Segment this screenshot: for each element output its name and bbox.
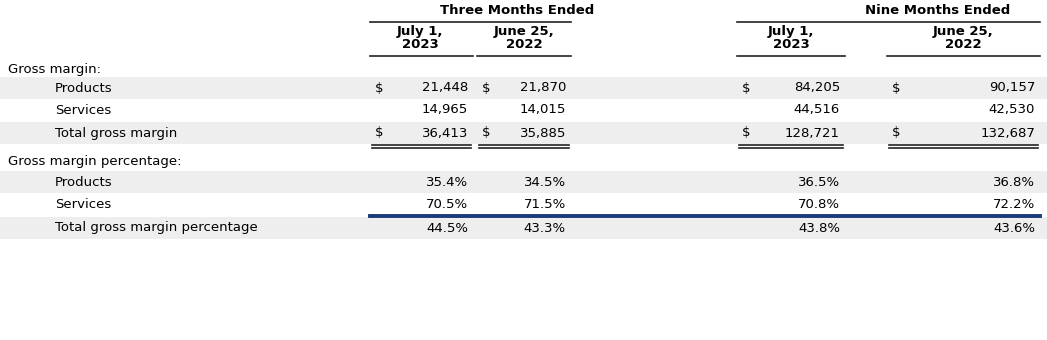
Text: June 25,: June 25, <box>493 26 554 38</box>
Text: 43.3%: 43.3% <box>524 221 566 235</box>
Bar <box>0 217 1047 239</box>
Text: 132,687: 132,687 <box>980 126 1035 139</box>
Text: 43.8%: 43.8% <box>798 221 840 235</box>
Text: 44,516: 44,516 <box>794 103 840 117</box>
Text: 36.8%: 36.8% <box>993 175 1035 188</box>
Text: 36,413: 36,413 <box>422 126 468 139</box>
Bar <box>0 122 1047 144</box>
Text: Total gross margin percentage: Total gross margin percentage <box>55 221 258 235</box>
Text: 44.5%: 44.5% <box>426 221 468 235</box>
Text: 2022: 2022 <box>506 37 542 51</box>
Text: Three Months Ended: Three Months Ended <box>440 3 594 17</box>
Text: $: $ <box>742 82 751 95</box>
Text: Services: Services <box>55 198 111 210</box>
Text: $: $ <box>892 82 900 95</box>
Text: Products: Products <box>55 175 113 188</box>
Bar <box>0 77 1047 99</box>
Text: 70.5%: 70.5% <box>426 198 468 210</box>
Bar <box>0 171 1047 193</box>
Text: 43.6%: 43.6% <box>993 221 1035 235</box>
Text: Total gross margin: Total gross margin <box>55 126 177 139</box>
Text: $: $ <box>742 126 751 139</box>
Text: 34.5%: 34.5% <box>524 175 566 188</box>
Text: Products: Products <box>55 82 113 95</box>
Text: Gross margin:: Gross margin: <box>8 64 101 76</box>
Text: 21,870: 21,870 <box>519 82 566 95</box>
Text: Nine Months Ended: Nine Months Ended <box>865 3 1010 17</box>
Text: 14,965: 14,965 <box>422 103 468 117</box>
Text: 2022: 2022 <box>944 37 981 51</box>
Text: $: $ <box>482 82 490 95</box>
Text: 70.8%: 70.8% <box>798 198 840 210</box>
Text: $: $ <box>482 126 490 139</box>
Text: July 1,: July 1, <box>767 26 815 38</box>
Text: 35,885: 35,885 <box>519 126 566 139</box>
Text: 21,448: 21,448 <box>422 82 468 95</box>
Text: June 25,: June 25, <box>933 26 994 38</box>
Text: $: $ <box>375 126 383 139</box>
Text: 90,157: 90,157 <box>988 82 1035 95</box>
Text: 14,015: 14,015 <box>519 103 566 117</box>
Text: 36.5%: 36.5% <box>798 175 840 188</box>
Text: July 1,: July 1, <box>397 26 443 38</box>
Text: 42,530: 42,530 <box>988 103 1035 117</box>
Text: 2023: 2023 <box>773 37 809 51</box>
Text: 35.4%: 35.4% <box>426 175 468 188</box>
Text: 84,205: 84,205 <box>794 82 840 95</box>
Text: 128,721: 128,721 <box>785 126 840 139</box>
Text: Gross margin percentage:: Gross margin percentage: <box>8 155 181 169</box>
Text: $: $ <box>892 126 900 139</box>
Text: 2023: 2023 <box>402 37 439 51</box>
Text: $: $ <box>375 82 383 95</box>
Text: 72.2%: 72.2% <box>993 198 1035 210</box>
Text: Services: Services <box>55 103 111 117</box>
Text: 71.5%: 71.5% <box>524 198 566 210</box>
